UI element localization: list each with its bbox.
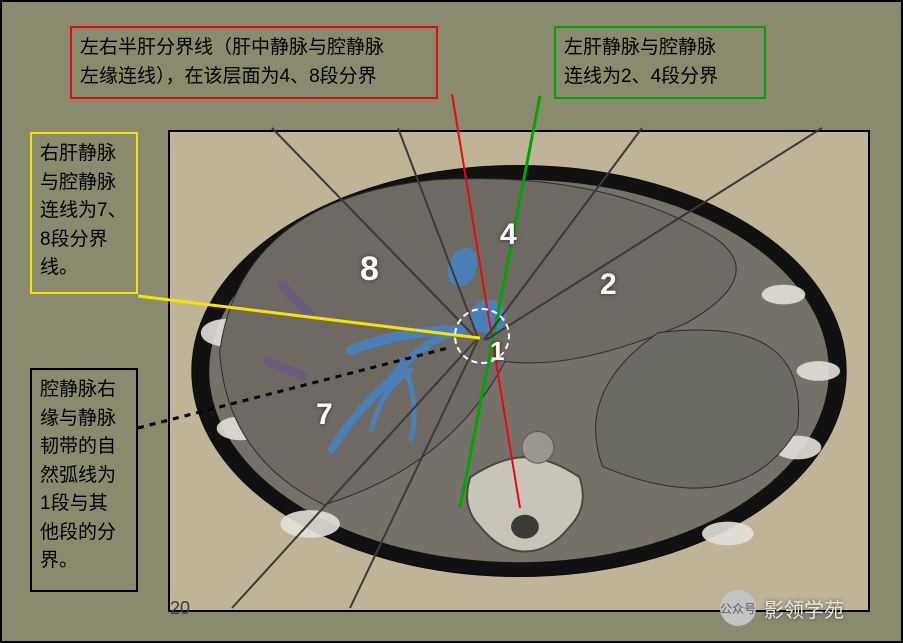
- caption-yellow-line3: 连线为7、: [40, 197, 128, 226]
- caption-green-line2: 连线为2、4段分界: [564, 63, 756, 92]
- caption-black-line5: 1段与其: [40, 490, 128, 519]
- caption-black-line2: 缘与静脉: [40, 405, 128, 434]
- caption-black-line3: 韧带的自: [40, 433, 128, 462]
- watermark: 公众号 影领学苑: [720, 590, 844, 626]
- caption-green-2-4-boundary: 左肝静脉与腔静脉 连线为2、4段分界: [554, 26, 766, 99]
- segment-label-7: 7: [316, 398, 333, 432]
- caption-yellow-line5: 线。: [40, 254, 128, 283]
- caption-yellow-line1: 右肝静脉: [40, 140, 128, 169]
- caption-yellow-7-8-boundary: 右肝静脉 与腔静脉 连线为7、 8段分界 线。: [30, 132, 138, 294]
- caption-red-line2: 左缘连线），在该层面为4、8段分界: [80, 63, 428, 92]
- segment-label-2: 2: [600, 268, 617, 302]
- caption-black-segment1-boundary: 腔静脉右 缘与静脉 韧带的自 然弧线为 1段与其 他段的分 界。: [30, 368, 138, 592]
- segment-label-4: 4: [500, 218, 517, 252]
- caption-red-line1: 左右半肝分界线（肝中静脉与腔静脉: [80, 34, 428, 63]
- caption-yellow-line2: 与腔静脉: [40, 169, 128, 198]
- watermark-label: 影领学苑: [764, 594, 844, 623]
- caption-green-line1: 左肝静脉与腔静脉: [564, 34, 756, 63]
- caption-black-line6: 他段的分: [40, 519, 128, 548]
- slide-root: 8 4 2 7 1 左右半肝分界线（肝中静脉与腔静脉 左缘连线），在该层面为4、8段分界…: [0, 0, 903, 643]
- wechat-icon-label: 公众号: [720, 600, 756, 617]
- wechat-icon: 公众号: [720, 590, 756, 626]
- ct-anatomy-svg: [170, 132, 868, 610]
- caption-black-line4: 然弧线为: [40, 462, 128, 491]
- caption-black-line7: 界。: [40, 547, 128, 576]
- slide-number: 20: [170, 598, 190, 619]
- ct-image-region: [168, 130, 870, 612]
- segment-label-1: 1: [490, 336, 504, 367]
- segment-label-8: 8: [360, 250, 379, 289]
- caption-red-4-8-boundary: 左右半肝分界线（肝中静脉与腔静脉 左缘连线），在该层面为4、8段分界: [70, 26, 438, 99]
- caption-black-line1: 腔静脉右: [40, 376, 128, 405]
- caption-yellow-line4: 8段分界: [40, 226, 128, 255]
